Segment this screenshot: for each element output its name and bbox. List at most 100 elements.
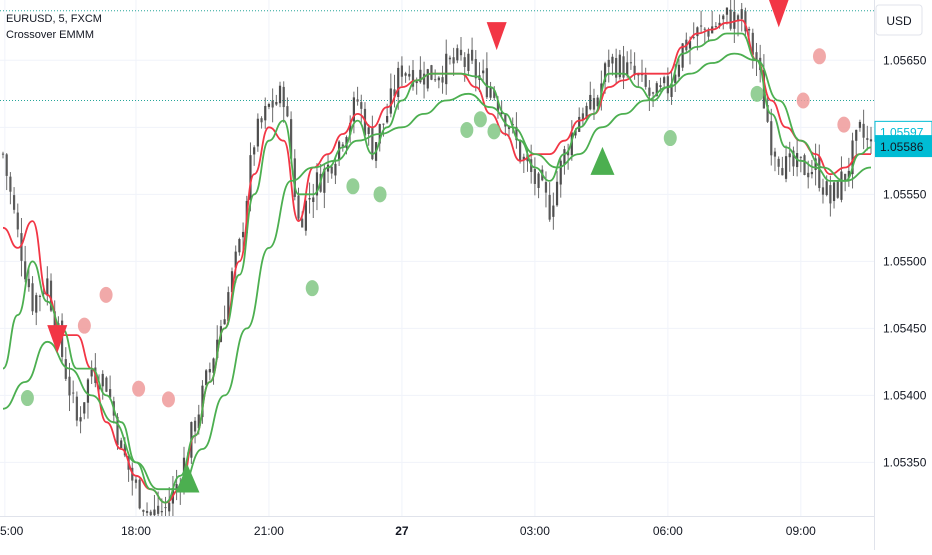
candle-body [496, 100, 500, 111]
candle-body [282, 86, 285, 108]
candle [304, 199, 307, 236]
candle [31, 276, 34, 316]
candle-body [836, 181, 839, 198]
candle-body [829, 185, 832, 204]
symbol-title[interactable]: EURUSD, 5, FXCM [6, 13, 102, 25]
candle-body [142, 509, 145, 512]
candle-body [670, 83, 673, 97]
candle [866, 125, 869, 151]
candle [567, 143, 570, 170]
currency-button[interactable] [875, 4, 923, 36]
marker-layer [20, 0, 851, 493]
candle [648, 80, 651, 111]
candle [773, 147, 777, 172]
candle-body [847, 170, 850, 178]
candle-body [463, 57, 466, 67]
candle [592, 88, 596, 120]
candle-body [315, 172, 319, 196]
candle [626, 51, 629, 78]
candle-body [781, 168, 784, 176]
candle-body [234, 251, 237, 268]
x-tick-label: 06:00 [653, 524, 683, 538]
candle [677, 58, 681, 81]
last-price-badge [875, 135, 932, 158]
candle-body [773, 151, 777, 157]
candle-body [120, 440, 123, 449]
candle-body [648, 87, 651, 96]
candle-body [784, 156, 788, 179]
candle [555, 170, 559, 207]
candle-body [482, 70, 485, 74]
time-axis-bg [0, 516, 874, 550]
candle-body [86, 379, 90, 403]
candle-body [522, 156, 525, 161]
candle-body [20, 233, 23, 261]
candle [430, 64, 433, 81]
candle [563, 145, 566, 175]
candle [271, 88, 274, 123]
candle [434, 69, 437, 83]
candle [5, 153, 8, 191]
candle-body [256, 118, 259, 147]
candle-body [275, 101, 278, 105]
candle-body [814, 158, 817, 171]
candle-body [430, 65, 433, 80]
x-tick-label: 21:00 [254, 524, 284, 538]
chart-legend: EURUSD, 5, FXCM Crossover EMMM [6, 11, 102, 43]
candle-body [434, 79, 437, 81]
signal-dot [487, 123, 501, 140]
candle [12, 187, 16, 214]
candle [821, 178, 825, 204]
candle-body [644, 74, 647, 87]
candle-body [153, 509, 156, 516]
candle [670, 71, 673, 105]
candle-body [138, 479, 141, 509]
candle [640, 59, 644, 82]
candle-body [227, 292, 230, 322]
candle [101, 370, 104, 400]
candle-body [792, 150, 795, 167]
candle-body [360, 102, 363, 109]
candle-body [663, 77, 666, 84]
price-axis-bg [874, 0, 932, 550]
indicator-title[interactable]: Crossover EMMM [6, 29, 95, 41]
candle-body [666, 76, 669, 94]
candle [751, 28, 754, 69]
candle [356, 86, 359, 106]
candle [836, 179, 839, 199]
candle [622, 45, 625, 90]
candle-body [777, 158, 780, 167]
candle-body [241, 231, 245, 238]
candle-body [260, 118, 263, 123]
candle [330, 164, 333, 179]
candle-body [470, 49, 474, 61]
candle-body [422, 73, 426, 85]
candle [725, 7, 729, 25]
x-tick-label: 18:00 [121, 524, 151, 538]
candle [193, 417, 197, 444]
candle [408, 65, 411, 81]
candle-body [755, 52, 758, 61]
candle-body [615, 58, 618, 78]
candle-body [840, 171, 843, 200]
candle-body [304, 200, 307, 231]
candle [533, 157, 536, 196]
sell-arrow-icon [486, 22, 507, 51]
candle [733, 0, 736, 43]
candle-body [537, 173, 540, 188]
candle-body [223, 319, 226, 325]
y-tick-label: 1.05550 [883, 187, 927, 201]
candle-body [607, 59, 610, 67]
candle [38, 294, 42, 312]
candle-body [696, 27, 699, 37]
signal-dot [20, 390, 34, 407]
candle-body [419, 69, 422, 83]
candle-body [193, 420, 197, 432]
candle-body [105, 377, 108, 392]
candle-body [818, 156, 821, 188]
line-layer [2, 19, 872, 504]
candle-body [703, 28, 706, 30]
candle-body [400, 65, 404, 77]
